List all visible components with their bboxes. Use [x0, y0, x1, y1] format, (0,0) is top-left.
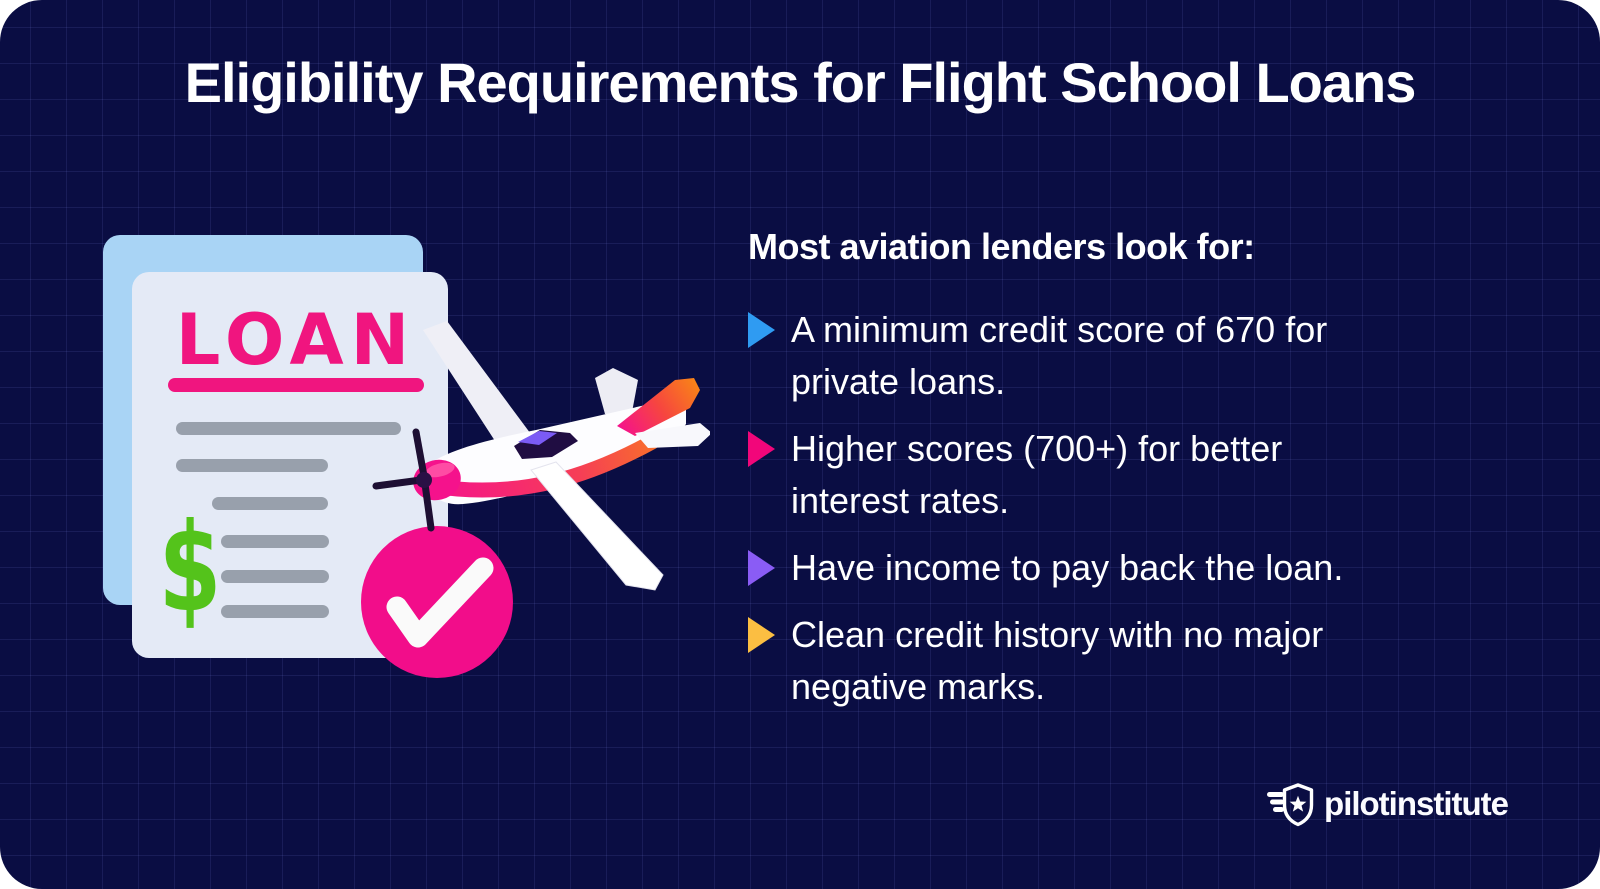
requirements-section: Most aviation lenders look for: A minimu…	[748, 224, 1468, 713]
list-item-text: Have income to pay back the loan.	[791, 547, 1344, 588]
canopy-highlight	[518, 431, 557, 445]
loan-label: LOAN	[176, 299, 417, 381]
near-stabilizer	[635, 423, 710, 448]
logo-wordmark: pilotinstitute	[1324, 785, 1509, 822]
list-item-text: A minimum credit score of 670 for privat…	[791, 309, 1328, 402]
list-item: Higher scores (700+) for better interest…	[748, 423, 1468, 527]
near-wing	[530, 461, 664, 591]
checkmark-icon	[386, 557, 494, 648]
triangle-bullet-icon	[748, 312, 775, 348]
loan-underline	[168, 378, 424, 392]
propeller-icon	[372, 428, 435, 532]
airplane	[372, 321, 710, 591]
pilot-institute-logo: pilotinstitute	[1265, 778, 1509, 830]
page-title: Eligibility Requirements for Flight Scho…	[184, 51, 1417, 114]
list-item-text: Clean credit history with no major negat…	[791, 614, 1324, 707]
tail-fin	[617, 378, 700, 436]
star-icon	[1289, 795, 1307, 812]
list-item: Have income to pay back the loan.	[748, 542, 1468, 594]
propeller-hub	[416, 472, 432, 488]
nose-highlight	[425, 462, 455, 478]
section-heading: Most aviation lenders look for:	[748, 226, 1255, 267]
dollar-sign: $	[159, 497, 222, 639]
loan-document-illustration: LOAN $	[103, 235, 710, 678]
requirements-list: A minimum credit score of 670 for privat…	[748, 304, 1468, 713]
winged-shield-star-icon	[1267, 783, 1314, 827]
list-item: A minimum credit score of 670 for privat…	[748, 304, 1468, 408]
list-item: Clean credit history with no major negat…	[748, 609, 1468, 713]
triangle-bullet-icon	[748, 617, 775, 653]
triangle-bullet-icon	[748, 550, 775, 586]
list-item-text: Higher scores (700+) for better interest…	[791, 428, 1283, 521]
document-text-lines	[176, 422, 401, 618]
far-wing	[423, 321, 542, 464]
triangle-bullet-icon	[748, 431, 775, 467]
check-badge	[361, 526, 513, 678]
